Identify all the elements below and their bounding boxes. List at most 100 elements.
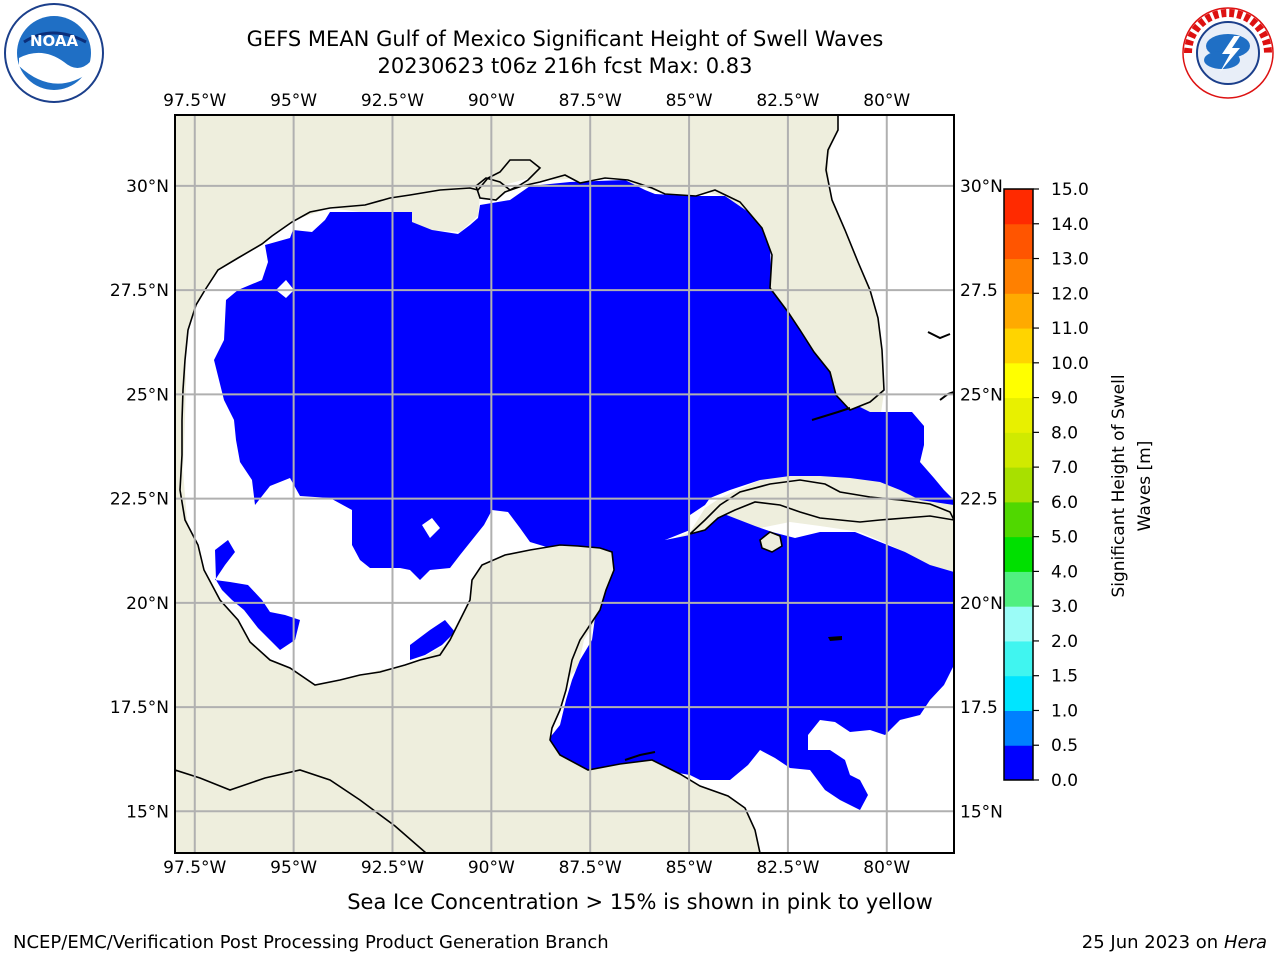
colorbar-tick-label: 0.0 <box>1051 771 1078 791</box>
lat-labels-right: 30°N 27.5 25°N 22.5 20°N 17.5 15°N <box>960 177 1003 822</box>
colorbar-frame <box>1003 188 1034 781</box>
lat-label: 25°N <box>960 385 1003 405</box>
chart-subtitle: 20230623 t06z 216h fcst Max: 0.83 <box>377 54 753 78</box>
noaa-logo-icon: NOAA <box>4 3 104 103</box>
colorbar-tick-label: 9.0 <box>1051 389 1078 409</box>
land-north-america <box>175 115 885 853</box>
colorbar-swatch <box>1004 258 1033 294</box>
footer-date: 25 Jun 2023 on Hera <box>1082 932 1267 953</box>
lat-label: 15°N <box>126 802 169 822</box>
lon-label: 80°W <box>863 91 910 111</box>
swell-field-caribbean <box>548 514 954 810</box>
lon-label: 85°W <box>666 858 713 878</box>
colorbar-tick-label: 1.5 <box>1051 667 1078 687</box>
colorbar-tick-label: 5.0 <box>1051 528 1078 548</box>
lon-label: 82.5°W <box>756 91 819 111</box>
lon-label: 97.5°W <box>163 858 226 878</box>
footer-host: Hera <box>1223 932 1267 953</box>
lon-label: 92.5°W <box>361 858 424 878</box>
colorbar-tick-label: 15.0 <box>1051 180 1089 200</box>
colorbar-swatch <box>1004 397 1033 433</box>
colorbar-swatch <box>1004 293 1033 329</box>
colorbar-swatch <box>1004 571 1033 607</box>
colorbar-tick-label: 4.0 <box>1051 562 1078 582</box>
colorbar-label: Significant Height of Swell <box>1109 374 1129 597</box>
sea-ice-note: Sea Ice Concentration > 15% is shown in … <box>347 890 933 914</box>
lon-label: 85°W <box>666 91 713 111</box>
colorbar-swatch <box>1004 223 1033 260</box>
swell-field-gulf <box>214 180 954 580</box>
colorbar-swatch <box>1004 189 1033 225</box>
footer-credit: NCEP/EMC/Verification Post Processing Pr… <box>13 932 609 953</box>
colorbar-tick-label: 10.0 <box>1051 354 1089 374</box>
colorbar-tick-label: 14.0 <box>1051 215 1089 235</box>
lat-label: 20°N <box>126 594 169 614</box>
land-cayman <box>828 636 842 641</box>
chart-title: GEFS MEAN Gulf of Mexico Significant Hei… <box>246 27 884 51</box>
lon-label: 87.5°W <box>559 91 622 111</box>
lon-label: 97.5°W <box>163 91 226 111</box>
swell-gap <box>276 280 294 298</box>
colorbar-swatch <box>1004 467 1033 503</box>
lon-label: 95°W <box>270 858 317 878</box>
atlantic-water-area <box>828 115 954 505</box>
colorbar: 0.0 0.5 1.0 1.5 2.0 3.0 4.0 5.0 6.0 7.0 8.0 9.0 10.0… <box>1003 180 1089 791</box>
swell-gap <box>422 518 440 538</box>
lon-label: 80°W <box>863 858 910 878</box>
colorbar-swatch <box>1004 432 1033 468</box>
lon-label: 82.5°W <box>756 858 819 878</box>
colorbar-swatch <box>1004 710 1033 746</box>
nws-logo-icon <box>1182 7 1274 99</box>
lon-labels-top: 97.5°W 95°W 92.5°W 90°W 87.5°W 85°W 82.5°W 80°W <box>163 91 910 111</box>
lon-label: 90°W <box>468 91 515 111</box>
colorbar-swatch <box>1004 675 1033 711</box>
lat-label: 30°N <box>960 177 1003 197</box>
land-florida-keys <box>811 407 851 421</box>
swell-gap <box>200 465 212 480</box>
colorbar-swatch <box>1004 328 1033 364</box>
colorbar-swatch <box>1004 640 1033 677</box>
lat-label: 27.5 <box>960 281 998 301</box>
lon-labels-bottom: 97.5°W 95°W 92.5°W 90°W 87.5°W 85°W 82.5°W 80°W <box>163 858 910 878</box>
land-bay-islands <box>624 751 656 761</box>
colorbar-tick-label: 13.0 <box>1051 250 1089 270</box>
colorbar-tick-label: 11.0 <box>1051 319 1089 339</box>
swell-field-campeche <box>215 540 300 650</box>
colorbar-tick-label: 0.5 <box>1051 736 1078 756</box>
colorbar-swatch <box>1004 362 1033 399</box>
colorbar-tick-label: 3.0 <box>1051 597 1078 617</box>
colorbar-swatch <box>1004 745 1033 781</box>
footer-date-text: 25 Jun 2023 on <box>1081 932 1219 953</box>
lon-label: 95°W <box>270 91 317 111</box>
colorbar-label-units: Waves [m] <box>1135 441 1155 532</box>
colorbar-tick-label: 8.0 <box>1051 423 1078 443</box>
lat-label: 22.5 <box>960 490 998 510</box>
land-cuba <box>689 479 954 535</box>
lon-label: 90°W <box>468 858 515 878</box>
map-frame <box>174 114 955 854</box>
lat-label: 17.5°N <box>110 698 169 718</box>
colorbar-swatch <box>1004 606 1033 642</box>
colorbar-swatch <box>1004 536 1033 572</box>
swell-field-campeche <box>410 620 455 660</box>
land-isle-of-youth <box>759 531 783 553</box>
lat-label: 27.5°N <box>110 281 169 301</box>
colorbar-tick-label: 2.0 <box>1051 632 1078 652</box>
lat-label: 15°N <box>960 802 1003 822</box>
lat-labels-left: 30°N 27.5°N 25°N 22.5°N 20°N 17.5°N 15°N <box>110 177 169 822</box>
colorbar-tick-label: 7.0 <box>1051 458 1078 478</box>
noaa-logo-text: NOAA <box>30 32 79 50</box>
lat-label: 20°N <box>960 594 1003 614</box>
colorbar-swatch <box>1004 501 1033 538</box>
colorbar-tick-label: 1.0 <box>1051 701 1078 721</box>
lat-label: 30°N <box>126 177 169 197</box>
lon-label: 87.5°W <box>559 858 622 878</box>
lat-label: 22.5°N <box>110 490 169 510</box>
lat-label: 25°N <box>126 385 169 405</box>
colorbar-tick-label: 6.0 <box>1051 493 1078 513</box>
lat-label: 17.5 <box>960 698 998 718</box>
lon-label: 92.5°W <box>361 91 424 111</box>
land-bahamas <box>927 331 951 340</box>
graticule <box>175 115 954 853</box>
